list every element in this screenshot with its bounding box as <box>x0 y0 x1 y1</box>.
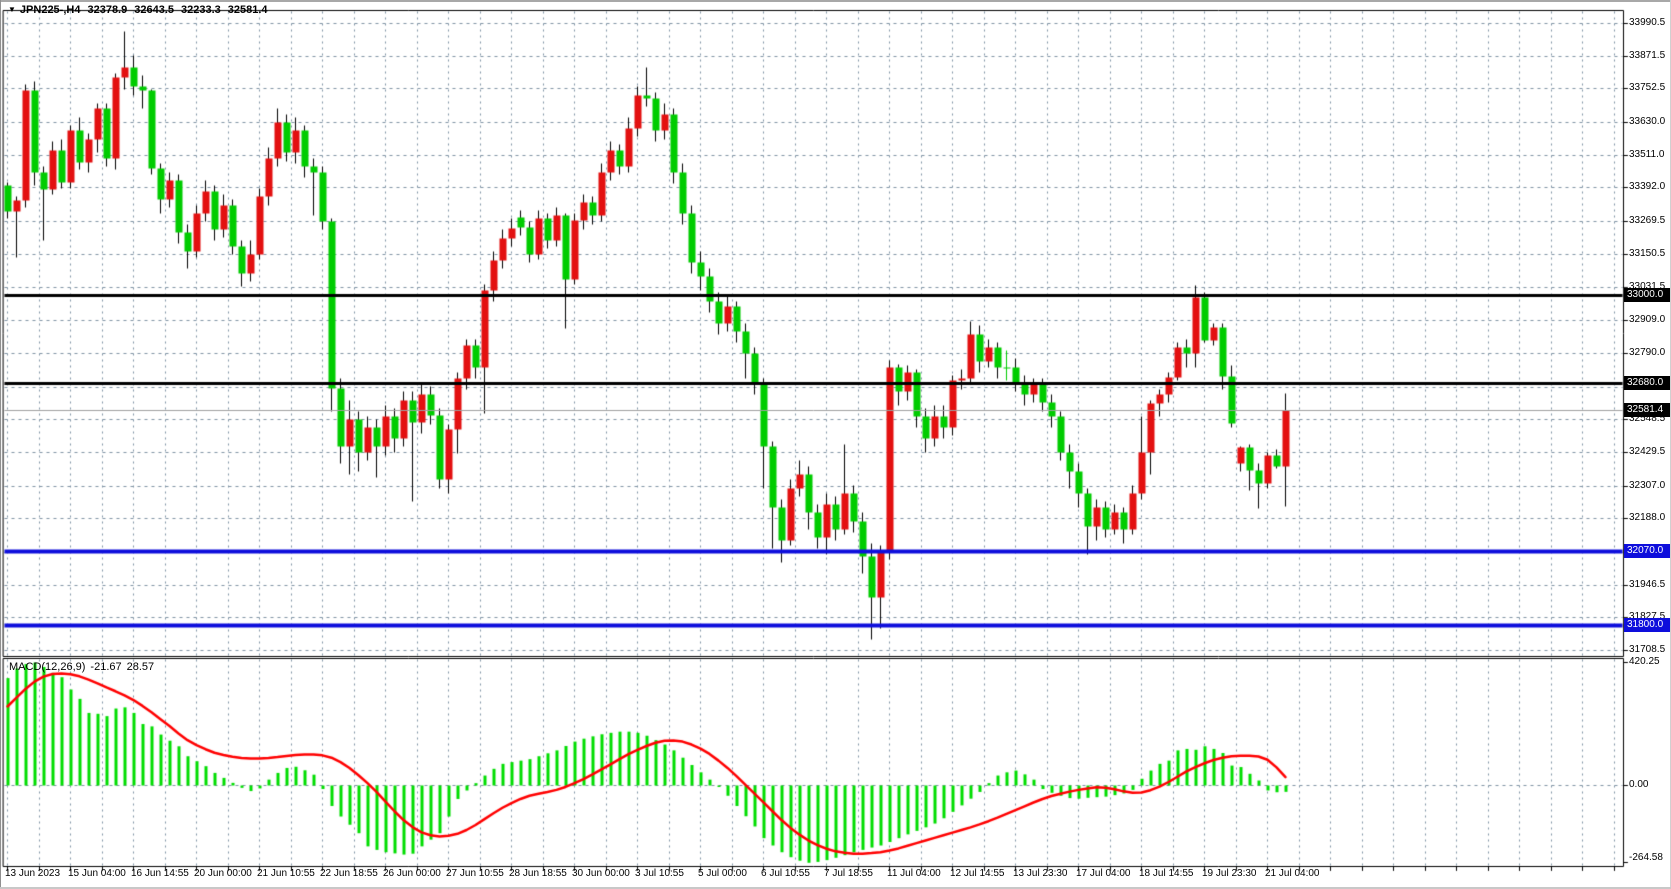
price-axis-label: 32548.5 <box>1629 413 1666 424</box>
time-axis-label: 20 Jun 00:00 <box>194 868 252 879</box>
time-axis-label: 30 Jun 00:00 <box>572 868 630 879</box>
price-axis-label: 33031.5 <box>1629 281 1666 292</box>
time-axis-label: 13 Jul 23:30 <box>1013 868 1068 879</box>
time-axis-label: 18 Jul 14:55 <box>1139 868 1194 879</box>
time-axis-label: 15 Jun 04:00 <box>68 868 126 879</box>
current-price-badge: 32581.4 <box>1624 403 1671 417</box>
symbol-timeframe-label: JPN225-,H4 <box>19 4 81 16</box>
symbol-dropdown-icon[interactable]: ▼ <box>8 5 16 14</box>
time-axis-label: 17 Jul 04:00 <box>1076 868 1131 879</box>
window-top-edge <box>0 0 1671 2</box>
price-level-badge: 33000.0 <box>1624 288 1671 302</box>
window-bottom-edge <box>0 887 1671 889</box>
time-axis-label: 16 Jun 14:55 <box>131 868 189 879</box>
price-level-badge: 32680.0 <box>1624 376 1671 390</box>
price-level-badge: 31800.0 <box>1624 618 1671 632</box>
time-axis-label: 13 Jun 2023 <box>5 868 61 879</box>
macd-indicator-label: MACD(12,26,9) -21.67 28.57 <box>9 661 159 673</box>
price-axis-label: 33630.0 <box>1629 116 1666 127</box>
price-axis-label: 32188.0 <box>1629 512 1666 523</box>
macd-current-value: -21.67 <box>90 661 122 673</box>
time-axis-label: 28 Jun 18:55 <box>509 868 567 879</box>
price-axis-label: 33392.0 <box>1629 181 1666 192</box>
time-axis-label: 27 Jun 10:55 <box>446 868 504 879</box>
time-axis-label: 5 Jul 00:00 <box>698 868 747 879</box>
time-axis-label: 22 Jun 18:55 <box>320 868 378 879</box>
price-axis-label: 31827.5 <box>1629 611 1666 622</box>
price-axis-label: 32307.0 <box>1629 480 1666 491</box>
price-level-badge: 32070.0 <box>1624 544 1671 558</box>
time-axis-label: 26 Jun 00:00 <box>383 868 441 879</box>
price-axis-label: 33752.5 <box>1629 82 1666 93</box>
quote-close-value: 32581.4 <box>227 4 268 16</box>
macd-signal-value: 28.57 <box>126 661 155 673</box>
price-axis-label: 33150.5 <box>1629 248 1666 259</box>
time-axis-label: 6 Jul 10:55 <box>761 868 810 879</box>
quote-low-value: 32233.3 <box>181 4 221 16</box>
time-axis-label: 3 Jul 10:55 <box>635 868 684 879</box>
price-axis-label: 33871.5 <box>1629 50 1666 61</box>
time-axis-label: 7 Jul 18:55 <box>824 868 873 879</box>
time-axis-label: 19 Jul 23:30 <box>1202 868 1257 879</box>
price-axis-label: 32429.5 <box>1629 446 1666 457</box>
price-axis-label: 31946.5 <box>1629 579 1666 590</box>
time-axis-label: 21 Jul 04:00 <box>1265 868 1320 879</box>
time-axis-label: 12 Jul 14:55 <box>950 868 1005 879</box>
price-axis-label: 31708.5 <box>1629 644 1666 655</box>
time-axis-label: 11 Jul 04:00 <box>887 868 941 879</box>
macd-axis-label: 0.00 <box>1629 779 1649 790</box>
window-left-edge <box>0 0 1 889</box>
price-axis-label: 33511.0 <box>1629 149 1665 160</box>
macd-axis-label: 420.25 <box>1629 656 1660 667</box>
time-axis-label: 21 Jun 10:55 <box>257 868 315 879</box>
price-axis-label: 33990.5 <box>1629 17 1666 28</box>
macd-name: MACD(12,26,9) <box>9 661 86 673</box>
price-axis-label: 33269.5 <box>1629 215 1666 226</box>
price-axis-label: 32909.0 <box>1629 314 1666 325</box>
chart-quote-header: ▼ JPN225-,H4 32378.9 32643.5 32233.3 32581.4 <box>8 4 275 18</box>
quote-open-value: 32378.9 <box>87 4 128 16</box>
price-axis-label: 32790.0 <box>1629 347 1666 358</box>
macd-axis-label: -264.58 <box>1629 852 1663 863</box>
quote-high-value: 32643.5 <box>134 4 174 16</box>
